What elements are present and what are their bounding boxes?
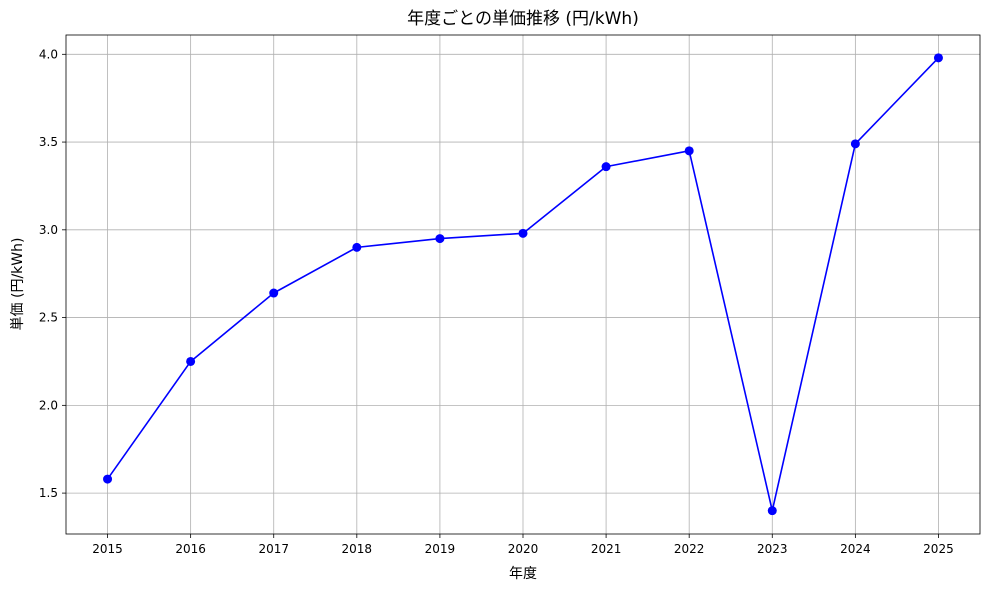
y-tick-label: 2.5 — [39, 311, 58, 325]
y-tick-label: 1.5 — [39, 486, 58, 500]
x-tick-label: 2018 — [342, 542, 373, 556]
data-point — [352, 242, 362, 252]
data-point — [767, 506, 777, 516]
y-axis-label: 単価 (円/kWh) — [10, 238, 26, 331]
x-tick-label: 2023 — [757, 542, 788, 556]
series — [103, 53, 943, 516]
data-point — [601, 162, 611, 172]
data-point — [435, 234, 445, 244]
axes: 2015 2016 2017 2018 2019 2020 2021 2022 2023 2024… — [39, 34, 981, 556]
data-point — [684, 146, 694, 156]
x-tick-label: 2019 — [425, 542, 456, 556]
x-tick-label: 2021 — [591, 542, 622, 556]
x-tick-label: 2024 — [840, 542, 871, 556]
data-point — [933, 53, 943, 63]
data-point — [103, 474, 113, 484]
y-tick-label: 3.0 — [39, 223, 58, 237]
data-point — [518, 228, 528, 238]
y-tick-label: 3.5 — [39, 135, 58, 149]
plot-frame — [65, 34, 981, 535]
x-tick-label: 2016 — [175, 542, 206, 556]
x-tick-label: 2020 — [508, 542, 539, 556]
x-tick-label: 2015 — [92, 542, 123, 556]
x-axis-label: 年度 — [509, 566, 537, 582]
x-tick-label: 2022 — [674, 542, 705, 556]
x-tick-label: 2025 — [923, 542, 954, 556]
y-tick-label: 2.0 — [39, 398, 58, 412]
data-point — [269, 288, 279, 298]
data-point — [850, 139, 860, 149]
x-tick-label: 2017 — [258, 542, 289, 556]
grid — [66, 35, 980, 534]
y-tick-label: 4.0 — [39, 47, 58, 61]
data-point — [186, 356, 196, 366]
chart-title: 年度ごとの単価推移 (円/kWh) — [407, 9, 639, 29]
